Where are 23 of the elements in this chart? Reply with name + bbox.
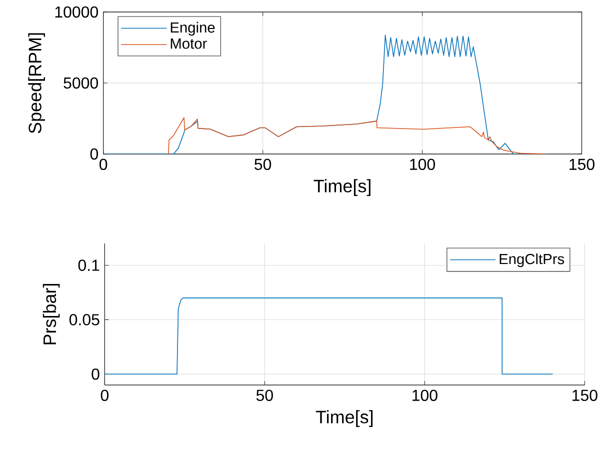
y-tick-label: 0.1 [78, 260, 100, 271]
x-tick-label: 50 [256, 390, 273, 402]
y-tick-label: 0.05 [69, 314, 100, 326]
y-tick-label: 0 [90, 148, 98, 160]
legend-label: Engine [170, 22, 215, 36]
x-tick-label: 100 [410, 158, 435, 170]
x-tick-label: 50 [254, 158, 272, 170]
y-tick-label: 5000 [64, 77, 98, 89]
y-tick-label: 0 [92, 368, 100, 380]
line-series [168, 117, 548, 154]
legend-label: Motor [170, 38, 207, 49]
x-tick-label: 150 [572, 390, 598, 402]
x-axis-title: Time[s] [314, 179, 370, 196]
y-axis-title: Speed[RPM] [28, 33, 45, 134]
x-tick-label: 0 [100, 390, 109, 402]
x-tick-label: 0 [100, 158, 108, 170]
x-tick-label: 100 [412, 390, 438, 402]
x-axis-title: Time[s] [316, 410, 373, 427]
x-tick-label: 150 [570, 158, 594, 170]
legend-label: EngCltPrs [500, 253, 564, 268]
y-axis-title: Prs[bar] [42, 284, 60, 344]
y-tick-label: 10000 [55, 6, 98, 18]
line-series [104, 298, 554, 374]
